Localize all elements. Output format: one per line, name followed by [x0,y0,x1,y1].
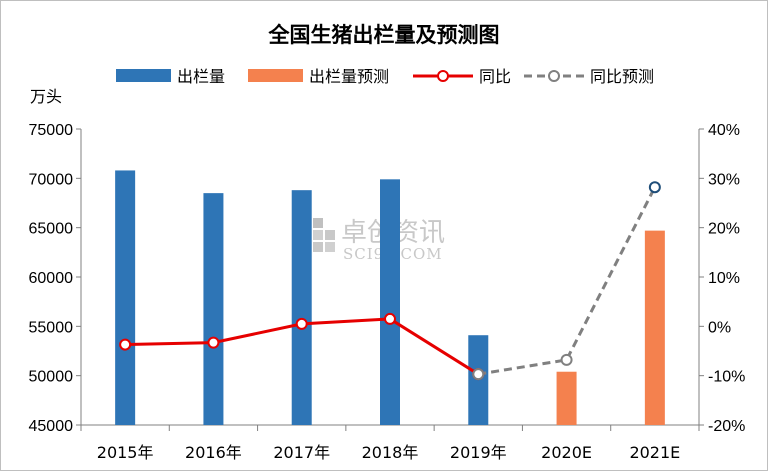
legend-label: 同比预测 [590,67,654,86]
left-tick-label: 60000 [29,270,74,287]
bar-output-forecast [556,371,577,425]
bar-output [203,193,224,425]
x-tick-label: 2016年 [185,443,242,462]
watermark: 卓创资讯 SCI99.COM [301,218,445,263]
right-tick-label: 30% [708,171,740,188]
legend-item: 出栏量 [116,67,225,86]
yoy-forecast-point [648,181,661,194]
legend-item: 出栏量预测 [248,67,389,86]
legend-swatch-forecast [248,69,303,82]
yoy-point [207,336,220,349]
legend-swatch-output [116,69,171,82]
bar-output [291,190,312,425]
x-tick-label: 2015年 [97,443,154,462]
x-tick-label: 2020E [541,443,592,462]
yoy-point [384,312,396,325]
tick-labels: 45000 50000 55000 60000 65000 70000 75000 -20% -… [29,122,746,462]
legend-item: 同比预测 [524,67,654,86]
legend: 出栏量 出栏量预测 同比 同比预测 [116,67,654,86]
lines [119,181,661,381]
right-tick-label: 40% [708,122,740,139]
yoy-forecast-point [472,368,485,381]
yoy-forecast-point [560,353,573,366]
bar-output-forecast [644,230,665,425]
left-tick-label: 65000 [29,221,74,238]
x-tick-label: 2021E [629,443,680,462]
right-tick-label: -10% [708,369,745,386]
bar-output [115,170,136,425]
bar-output [380,179,400,425]
legend-label: 出栏量预测 [309,67,389,86]
legend-marker-yoy-forecast [548,70,560,82]
left-tick-label: 75000 [29,122,74,139]
right-tick-label: 10% [708,270,740,287]
left-tick-label: 70000 [29,171,74,188]
yoy-point [295,317,308,330]
left-tick-label: 45000 [29,418,74,435]
legend-item: 同比 [413,67,511,86]
right-tick-label: 20% [708,221,740,238]
left-tick-label: 50000 [29,369,74,386]
yoy-point [119,338,132,351]
right-tick-label: -20% [708,418,745,435]
legend-label: 出栏量 [177,67,225,86]
bars [115,170,665,425]
right-tick-label: 0% [708,319,731,336]
legend-marker-yoy [437,70,449,82]
x-tick-label: 2017年 [273,443,330,462]
x-tick-label: 2018年 [362,443,419,462]
x-tick-label: 2019年 [450,443,507,462]
left-axis-unit: 万头 [30,87,62,106]
left-tick-label: 55000 [29,319,74,336]
yoy-forecast-line [478,186,657,376]
chart-title: 全国生猪出栏量及预测图 [268,23,500,47]
legend-label: 同比 [479,67,511,86]
